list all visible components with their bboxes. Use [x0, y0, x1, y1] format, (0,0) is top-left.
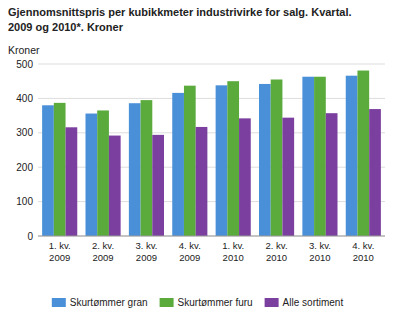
bar	[282, 118, 294, 236]
bar	[271, 79, 283, 236]
legend-label: Skurtømmer furu	[178, 297, 253, 308]
bar	[302, 77, 314, 236]
x-tick-label: 1. kv.2010	[222, 240, 244, 263]
x-ticks: 1. kv.2009 2. kv.2009 3. kv.2009 4. kv.2009…	[49, 240, 375, 263]
bar	[369, 109, 381, 236]
grid	[38, 64, 385, 236]
bars	[42, 71, 381, 236]
y-tick-label: 0	[27, 231, 33, 242]
bar	[346, 76, 358, 236]
title: Gjennomsnittspris per kubikkmeter indust…	[8, 6, 352, 18]
bar	[141, 100, 153, 236]
y-tick-label: 100	[16, 196, 33, 207]
x-tick-label: 4. kv.2010	[352, 240, 374, 263]
bar	[85, 114, 97, 236]
bar	[357, 71, 369, 236]
bar	[326, 113, 338, 236]
legend-swatch	[265, 298, 279, 307]
bar	[314, 77, 326, 236]
bar	[184, 86, 196, 236]
y-tick-label: 500	[16, 59, 33, 70]
bar	[227, 81, 239, 236]
bar	[109, 136, 121, 236]
legend-label: Alle sortiment	[283, 297, 344, 308]
bar	[66, 127, 78, 236]
bar	[216, 85, 228, 236]
x-axis-line	[38, 236, 385, 237]
y-ticks: 0 100 200 300 400 500	[16, 59, 33, 242]
grid-line	[38, 98, 385, 99]
bar	[172, 93, 184, 236]
y-axis-label: Kroner	[8, 44, 40, 56]
legend: Skurtømmer gran Skurtømmer furu Alle sorti…	[52, 297, 344, 308]
chart: Gjennomsnittspris per kubikkmeter indust…	[0, 0, 395, 318]
bar	[42, 105, 54, 236]
x-tick-label: 4. kv.2009	[179, 240, 201, 263]
legend-swatch	[160, 298, 174, 307]
subtitle: 2009 og 2010*. Kroner	[8, 21, 124, 33]
y-tick-label: 400	[16, 93, 33, 104]
grid-line	[38, 236, 385, 237]
bar	[259, 84, 271, 236]
x-tick-label: 2. kv.2009	[92, 240, 114, 263]
background	[0, 0, 395, 318]
legend-swatch	[52, 298, 66, 307]
x-tick-label: 1. kv.2009	[49, 240, 71, 263]
bar	[54, 103, 66, 236]
y-tick-label: 200	[16, 162, 33, 173]
bar	[152, 135, 164, 236]
bar	[196, 127, 208, 236]
bar	[129, 103, 141, 236]
x-tick-label: 3. kv.2009	[135, 240, 157, 263]
bar	[239, 118, 251, 236]
y-tick-label: 300	[16, 127, 33, 138]
x-tick-label: 2. kv.2010	[266, 240, 288, 263]
legend-label: Skurtømmer gran	[70, 297, 148, 308]
x-tick-label: 3. kv.2010	[309, 240, 331, 263]
grid-line	[38, 64, 385, 65]
bar	[97, 110, 109, 236]
